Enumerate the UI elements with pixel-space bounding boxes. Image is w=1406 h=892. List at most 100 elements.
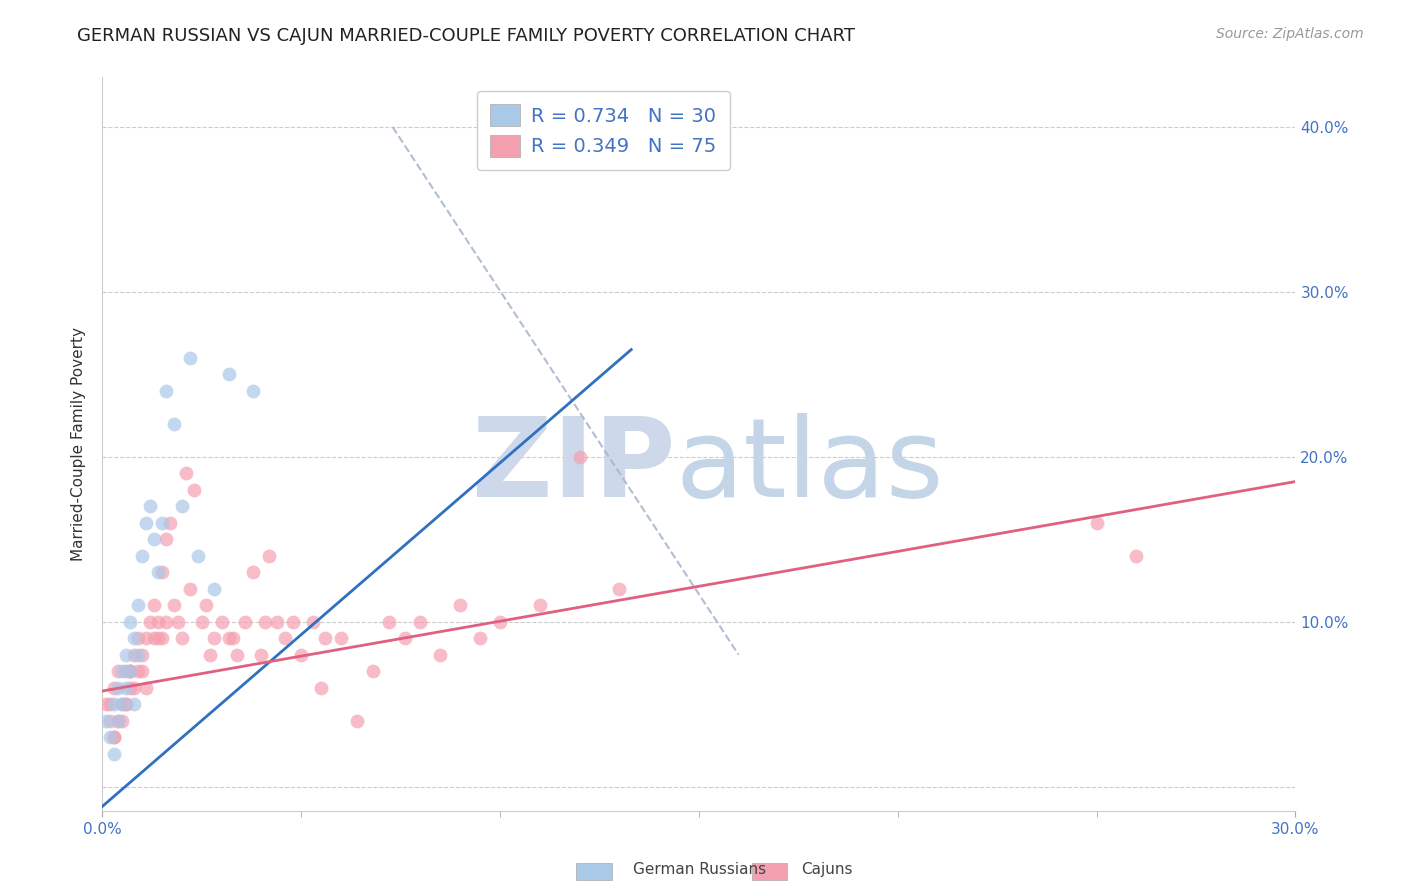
Point	[198, 648, 221, 662]
Point	[179, 582, 201, 596]
Y-axis label: Married-Couple Family Poverty: Married-Couple Family Poverty	[72, 327, 86, 561]
Point	[150, 566, 173, 580]
Point	[96, 697, 118, 711]
Point	[122, 632, 145, 646]
Point	[111, 697, 134, 711]
Point	[235, 615, 257, 629]
Text: GERMAN RUSSIAN VS CAJUN MARRIED-COUPLE FAMILY POVERTY CORRELATION CHART: GERMAN RUSSIAN VS CAJUN MARRIED-COUPLE F…	[77, 27, 855, 45]
Point	[122, 697, 145, 711]
Point	[103, 681, 125, 695]
Point	[218, 632, 240, 646]
Point	[142, 632, 165, 646]
Point	[107, 681, 129, 695]
Point	[1085, 516, 1108, 530]
Text: Source: ZipAtlas.com: Source: ZipAtlas.com	[1216, 27, 1364, 41]
Point	[103, 747, 125, 761]
Point	[118, 665, 141, 679]
Point	[135, 681, 157, 695]
Point	[179, 351, 201, 365]
Point	[174, 467, 197, 481]
Point	[187, 549, 209, 563]
Point	[135, 516, 157, 530]
Point	[302, 615, 325, 629]
Point	[449, 599, 471, 613]
Point	[489, 615, 512, 629]
Point	[607, 582, 630, 596]
Text: German Russians: German Russians	[633, 863, 766, 877]
Point	[111, 665, 134, 679]
Point	[98, 730, 121, 744]
Point	[150, 632, 173, 646]
Point	[142, 599, 165, 613]
Point	[115, 665, 138, 679]
Point	[218, 368, 240, 382]
Point	[170, 500, 193, 514]
Text: atlas: atlas	[675, 413, 943, 520]
Point	[329, 632, 352, 646]
Point	[281, 615, 304, 629]
Point	[122, 648, 145, 662]
Point	[159, 516, 181, 530]
Point	[146, 566, 169, 580]
Point	[242, 384, 264, 398]
Point	[115, 697, 138, 711]
Point	[290, 648, 312, 662]
Point	[118, 681, 141, 695]
Point	[183, 483, 205, 497]
Text: ZIP: ZIP	[471, 413, 675, 520]
Point	[202, 632, 225, 646]
Point	[98, 697, 121, 711]
Point	[259, 549, 281, 563]
Point	[250, 648, 273, 662]
Point	[346, 714, 368, 728]
Point	[429, 648, 451, 662]
Point	[115, 681, 138, 695]
Point	[139, 615, 162, 629]
Point	[309, 681, 332, 695]
Point	[103, 730, 125, 744]
Point	[107, 714, 129, 728]
Point	[142, 533, 165, 547]
Point	[202, 582, 225, 596]
Point	[568, 450, 591, 464]
Point	[135, 632, 157, 646]
Point	[468, 632, 491, 646]
Point	[118, 665, 141, 679]
Point	[107, 714, 129, 728]
Point	[96, 714, 118, 728]
Point	[103, 697, 125, 711]
Point	[242, 566, 264, 580]
Point	[211, 615, 233, 629]
Point	[155, 384, 177, 398]
Point	[115, 697, 138, 711]
Point	[131, 549, 153, 563]
Point	[226, 648, 249, 662]
Point	[222, 632, 245, 646]
Point	[103, 730, 125, 744]
Point	[155, 615, 177, 629]
Point	[107, 665, 129, 679]
Point	[529, 599, 551, 613]
Point	[361, 665, 384, 679]
Point	[131, 648, 153, 662]
Point	[118, 615, 141, 629]
Point	[127, 632, 149, 646]
Point	[115, 648, 138, 662]
Point	[190, 615, 212, 629]
Point	[146, 632, 169, 646]
Point	[155, 533, 177, 547]
Point	[163, 599, 186, 613]
Point	[1125, 549, 1147, 563]
Point	[118, 665, 141, 679]
Point	[146, 615, 169, 629]
Point	[314, 632, 336, 646]
Point	[163, 417, 186, 431]
Point	[170, 632, 193, 646]
Point	[254, 615, 277, 629]
Point	[127, 599, 149, 613]
Point	[131, 665, 153, 679]
Point	[139, 500, 162, 514]
Point	[266, 615, 288, 629]
Point	[409, 615, 432, 629]
Legend: R = 0.734   N = 30, R = 0.349   N = 75: R = 0.734 N = 30, R = 0.349 N = 75	[477, 91, 730, 170]
